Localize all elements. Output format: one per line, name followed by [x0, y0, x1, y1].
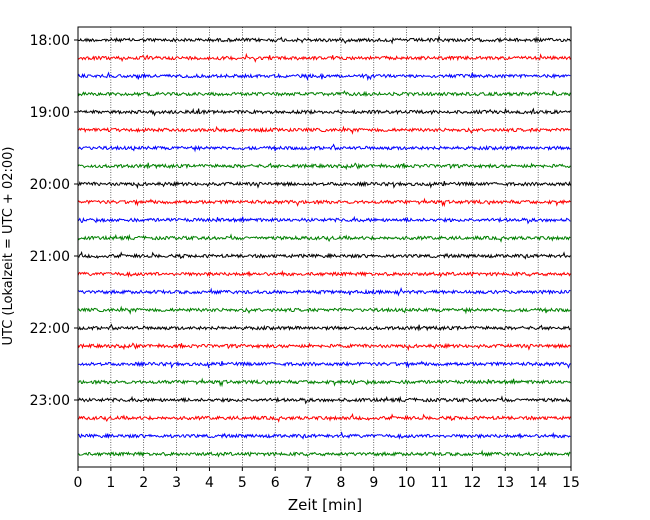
y-tick-label: 23:00 [30, 393, 70, 409]
trace-line [77, 180, 571, 190]
y-tick-label: 22:00 [30, 321, 70, 337]
y-tick-label: 18:00 [30, 33, 70, 49]
trace-line [77, 342, 571, 352]
trace-line [77, 162, 571, 171]
x-tick-label: 15 [562, 475, 580, 491]
x-tick-label: 14 [529, 475, 547, 491]
trace-line [77, 305, 571, 315]
trace-line [77, 286, 571, 297]
trace-line [77, 71, 571, 82]
x-tick-label: 11 [431, 475, 449, 491]
x-axis-ticks: 0 1 2 3 4 5 6 7 8 9 10 11 12 13 14 15 [74, 467, 580, 491]
x-tick-label: 13 [496, 475, 514, 491]
trace-line [77, 323, 571, 332]
y-tick-label: 21:00 [30, 249, 70, 265]
trace-line [77, 395, 571, 405]
plot-area-frame [77, 26, 572, 468]
trace-line [77, 449, 571, 458]
trace-line [77, 269, 571, 278]
x-axis-label: Zeit [min] [288, 496, 362, 514]
x-tick-label: 6 [271, 475, 280, 491]
trace-line [77, 250, 571, 260]
x-tick-label: 4 [205, 475, 214, 491]
trace-line [77, 197, 571, 208]
trace-line [77, 143, 571, 153]
trace-line [77, 377, 571, 388]
x-tick-label: 9 [369, 475, 378, 491]
trace-line [77, 52, 571, 63]
x-tick-label: 7 [304, 475, 313, 491]
trace-line [77, 107, 571, 117]
seismic-traces [77, 35, 571, 458]
x-tick-label: 1 [106, 475, 115, 491]
trace-line [77, 431, 571, 440]
trace-line [77, 412, 571, 423]
x-tick-label: 12 [463, 475, 481, 491]
y-tick-label: 20:00 [30, 177, 70, 193]
trace-line [77, 125, 571, 135]
trace-line [77, 360, 571, 369]
y-axis-ticks: 18:00 19:00 20:00 21:00 22:00 23:00 [30, 33, 78, 409]
trace-line [77, 35, 571, 45]
trace-line [77, 233, 571, 243]
x-tick-label: 5 [238, 475, 247, 491]
x-tick-label: 10 [398, 475, 416, 491]
trace-line [77, 215, 571, 225]
x-tick-label: 3 [172, 475, 181, 491]
trace-line [77, 90, 571, 98]
x-tick-label: 2 [139, 475, 148, 491]
y-axis-label: UTC (Lokalzeit = UTC + 02:00) [1, 147, 16, 346]
x-tick-label: 8 [336, 475, 345, 491]
x-tick-label: 0 [74, 475, 83, 491]
y-tick-label: 19:00 [30, 105, 70, 121]
grid-lines [110, 27, 539, 467]
